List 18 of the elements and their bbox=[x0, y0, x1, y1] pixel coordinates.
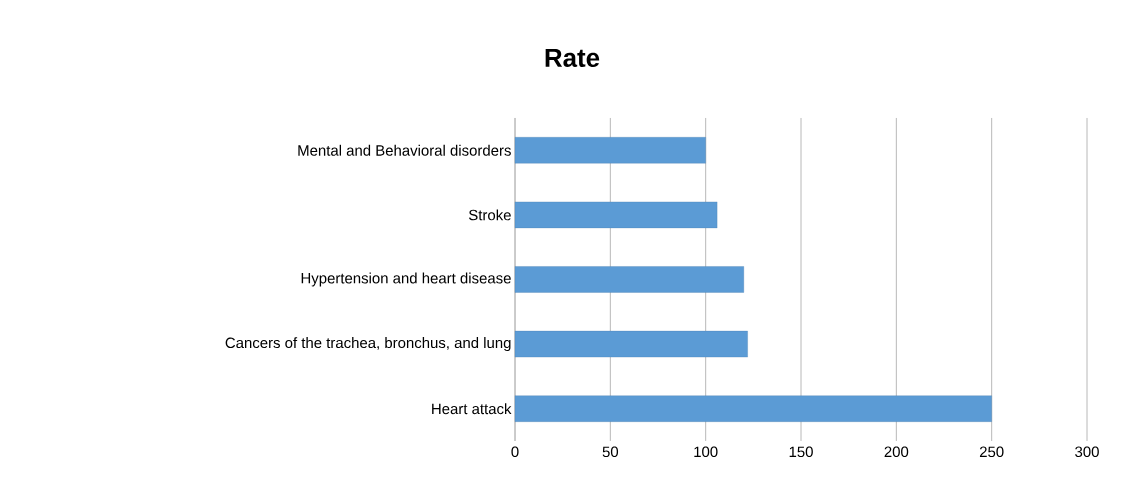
chart-title: Rate bbox=[545, 48, 600, 68]
y-tick-label: Stroke bbox=[468, 209, 511, 221]
x-tick-label: 150 bbox=[789, 446, 813, 458]
x-tick-label: 50 bbox=[602, 446, 619, 458]
bar bbox=[514, 266, 744, 293]
x-tick-label: 200 bbox=[884, 446, 909, 458]
bar bbox=[514, 201, 718, 229]
y-tick-label: Cancers of the trachea, bronchus, and lung bbox=[225, 337, 511, 352]
y-tick-label: Heart attack bbox=[432, 403, 512, 415]
bar bbox=[514, 395, 992, 422]
x-tick-label: 100 bbox=[694, 446, 718, 458]
bar bbox=[514, 137, 706, 164]
x-tick-label: 0 bbox=[511, 446, 519, 458]
y-tick-label: Mental and Behavioral disorders bbox=[298, 144, 511, 156]
bar bbox=[514, 330, 748, 358]
x-tick-label: 300 bbox=[1075, 446, 1099, 458]
x-tick-label: 250 bbox=[979, 446, 1004, 458]
y-tick-label: Hypertension and heart disease bbox=[301, 272, 511, 287]
